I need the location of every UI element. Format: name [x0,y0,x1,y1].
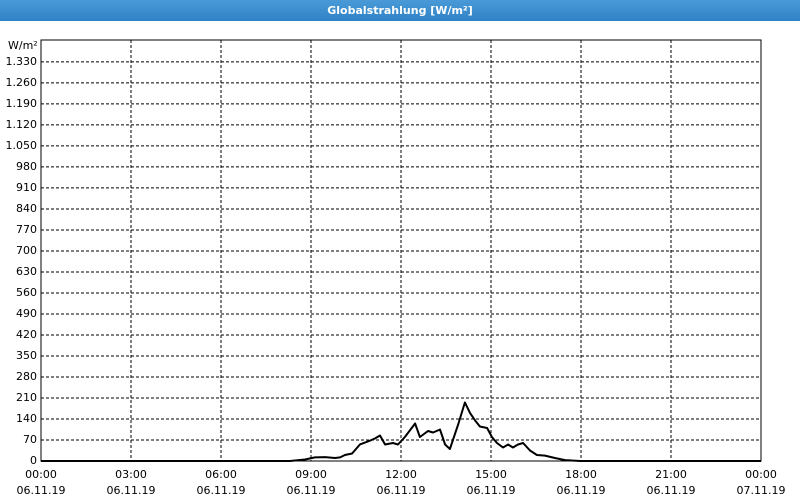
y-tick-label: 1.260 [6,76,38,89]
chart-title: Globalstrahlung [W/m²] [327,4,473,17]
x-tick-label: 00:00 [25,468,57,481]
x-tick-label: 15:00 [475,468,507,481]
y-tick-label: 210 [16,391,37,404]
y-tick-label: 560 [16,286,37,299]
x-tick-date: 07.11.19 [737,484,786,497]
y-tick-label: 350 [16,349,37,362]
x-tick-date: 06.11.19 [17,484,66,497]
x-tick-date: 06.11.19 [197,484,246,497]
x-tick-date: 06.11.19 [647,484,696,497]
x-tick-label: 03:00 [115,468,147,481]
y-tick-label: 1.330 [6,55,38,68]
y-tick-label: 0 [30,454,37,467]
x-tick-label: 00:00 [745,468,777,481]
y-tick-label: 490 [16,307,37,320]
y-tick-label: 1.120 [6,118,38,131]
x-tick-date: 06.11.19 [377,484,426,497]
y-tick-label: 980 [16,160,37,173]
y-tick-label: 1.190 [6,97,38,110]
x-tick-label: 09:00 [295,468,327,481]
plot-frame [40,39,762,462]
x-tick-label: 18:00 [565,468,597,481]
y-tick-label: 770 [16,223,37,236]
y-tick-label: 70 [23,433,37,446]
x-tick-label: 12:00 [385,468,417,481]
y-tick-label: 910 [16,181,37,194]
series-line [41,401,761,462]
y-tick-label: 280 [16,370,37,383]
y-tick-label: 630 [16,265,37,278]
x-tick-date: 06.11.19 [557,484,606,497]
y-tick-label: 140 [16,412,37,425]
x-tick-label: 06:00 [205,468,237,481]
x-tick-date: 06.11.19 [287,484,336,497]
title-bar [0,0,800,21]
y-tick-label: 700 [16,244,37,257]
y-axis-label: W/m² [8,39,38,52]
x-tick-date: 06.11.19 [467,484,516,497]
x-tick-label: 21:00 [655,468,687,481]
y-tick-label: 1.050 [6,139,38,152]
x-tick-date: 06.11.19 [107,484,156,497]
y-tick-label: 840 [16,202,37,215]
y-tick-label: 420 [16,328,37,341]
